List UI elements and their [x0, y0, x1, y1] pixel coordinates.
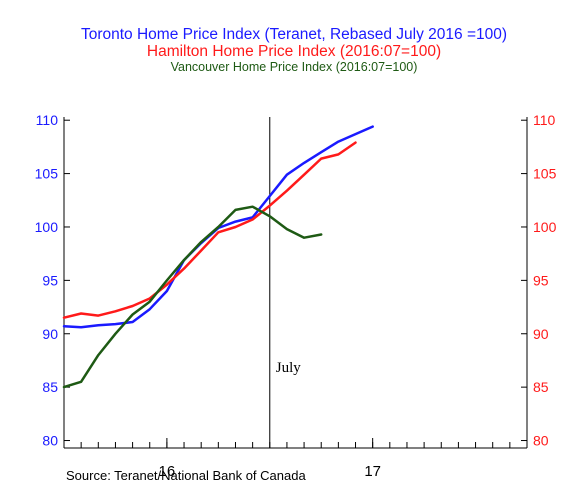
chart-titles: Toronto Home Price Index (Teranet, Rebas… — [0, 26, 588, 75]
y-right-tick-label: 95 — [533, 272, 549, 288]
y-left-tick-label: 95 — [42, 272, 58, 288]
y-right-tick-label: 110 — [533, 112, 556, 128]
x-tick-label: 16 — [159, 463, 176, 480]
y-left-tick-label: 85 — [42, 379, 58, 395]
y-right-tick-label: 105 — [533, 166, 557, 182]
y-right-tick-label: 85 — [533, 379, 549, 395]
y-left-tick-label: 80 — [42, 433, 58, 449]
chart-source: Source: Teranet/National Bank of Canada — [66, 468, 306, 483]
y-right-tick-label: 100 — [533, 219, 557, 235]
y-left-tick-label: 90 — [42, 326, 58, 342]
vancouver-series-line — [62, 205, 323, 389]
y-left-tick-label: 110 — [36, 112, 59, 128]
chart-title-toronto: Toronto Home Price Index (Teranet, Rebas… — [80, 26, 508, 43]
y-left-tick-label: 100 — [35, 219, 59, 235]
y-right-tick-label: 90 — [533, 326, 549, 342]
chart-title-hamilton: Hamilton Home Price Index (2016:07=100) — [146, 43, 442, 60]
chart-title-vancouver: Vancouver Home Price Index (2016:07=100) — [170, 60, 418, 74]
y-left-tick-label: 105 — [35, 166, 59, 182]
y-right-tick-label: 80 — [533, 433, 549, 449]
july-annotation-label: July — [276, 360, 302, 376]
hamilton-series-line — [62, 141, 357, 319]
x-tick-label: 17 — [364, 463, 381, 480]
